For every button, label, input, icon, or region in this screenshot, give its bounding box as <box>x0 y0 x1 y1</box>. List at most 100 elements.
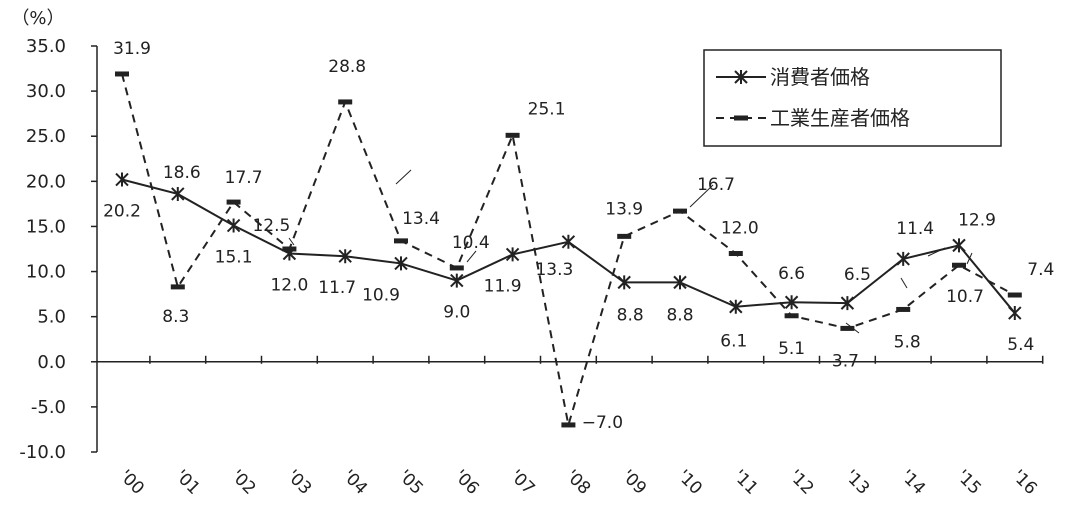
x-tick-label: '12 <box>785 466 818 499</box>
x-tick-label: '16 <box>1008 466 1041 499</box>
y-tick-label: 35.0 <box>26 36 66 57</box>
x-tick-label: '11 <box>729 466 762 499</box>
leader-line <box>900 277 908 289</box>
consumer-price-marker <box>1008 306 1022 321</box>
producer-price-data-label: 13.9 <box>605 199 643 219</box>
consumer-price-data-label: 13.3 <box>535 260 573 280</box>
producer-price-marker <box>226 199 241 205</box>
consumer-price-data-label: 8.8 <box>666 305 693 325</box>
consumer-price-marker <box>394 256 408 271</box>
consumer-price-data-label: 11.9 <box>484 276 522 296</box>
producer-price-marker <box>170 284 185 290</box>
x-tick-label: '10 <box>673 466 706 499</box>
producer-price-data-label: 31.9 <box>113 39 151 59</box>
legend-label-producer-price: 工業生産者価格 <box>770 106 910 130</box>
x-tick-label: '08 <box>562 466 595 499</box>
producer-price-data-label: 7.4 <box>1027 260 1054 280</box>
y-tick-label: -10.0 <box>19 442 66 463</box>
producer-price-data-label: 28.8 <box>328 57 366 77</box>
x-tick-label: '01 <box>171 466 204 499</box>
leader-line <box>966 252 973 265</box>
producer-price-data-label: 5.8 <box>894 332 921 352</box>
series-line-producer-price <box>121 73 1016 426</box>
consumer-price-marker <box>729 299 743 314</box>
leader-line <box>689 184 714 208</box>
y-tick-label: 20.0 <box>26 171 66 192</box>
producer-price-marker <box>561 422 576 428</box>
producer-price-data-label: 3.7 <box>832 351 859 371</box>
y-tick-label: 5.0 <box>37 307 66 328</box>
consumer-price-data-label: 5.4 <box>1007 335 1034 355</box>
producer-price-data-label: 10.7 <box>946 287 984 307</box>
consumer-price-marker <box>896 251 910 266</box>
consumer-price-data-label: 10.9 <box>362 285 400 305</box>
leader-line <box>845 322 860 334</box>
consumer-price-marker <box>115 172 129 187</box>
x-tick-label: '05 <box>394 466 427 499</box>
producer-price-data-label: 8.3 <box>162 307 189 327</box>
producer-price-data-label: 13.4 <box>402 209 440 229</box>
consumer-price-data-label: 6.1 <box>720 332 747 352</box>
y-tick-label: 10.0 <box>26 262 66 283</box>
consumer-price-marker <box>282 246 297 261</box>
consumer-price-marker <box>784 295 799 310</box>
x-tick-label: '06 <box>450 466 483 499</box>
producer-price-data-label: 5.1 <box>778 339 805 359</box>
x-tick-label: '15 <box>952 466 985 499</box>
x-tick-label: '03 <box>283 466 316 499</box>
producer-price-marker <box>952 262 966 268</box>
x-tick-label: '02 <box>227 466 260 499</box>
consumer-price-data-label: 6.6 <box>778 264 805 284</box>
producer-price-marker <box>784 313 799 319</box>
consumer-price-marker <box>505 247 520 262</box>
x-tick-label: '14 <box>896 466 929 499</box>
legend-marker-producer-price <box>734 115 748 121</box>
x-tick-label: '09 <box>617 466 650 499</box>
x-tick-label: '00 <box>115 466 148 499</box>
y-tick-label: 0.0 <box>37 352 66 373</box>
producer-price-data-label: 16.7 <box>697 175 735 195</box>
producer-price-marker <box>728 251 743 257</box>
consumer-price-data-label: 20.2 <box>103 202 141 222</box>
producer-price-marker <box>449 265 464 271</box>
consumer-price-marker <box>617 275 631 290</box>
leader-line <box>288 237 295 246</box>
producer-price-marker <box>394 238 408 244</box>
producer-price-data-label: 10.4 <box>452 233 490 253</box>
legend-label-consumer-price: 消費者価格 <box>770 65 870 89</box>
producer-price-marker <box>338 99 353 105</box>
y-tick-label: 25.0 <box>26 126 66 147</box>
producer-price-data-label: 12.0 <box>721 219 759 239</box>
producer-price-marker <box>840 325 855 331</box>
leader-line <box>466 250 477 263</box>
producer-price-data-label: 12.5 <box>252 216 290 236</box>
consumer-price-marker <box>171 186 185 201</box>
y-tick-label: 30.0 <box>26 81 66 102</box>
y-tick-label: -5.0 <box>31 397 66 418</box>
producer-price-data-label: −7.0 <box>582 413 623 433</box>
producer-price-data-label: 25.1 <box>528 99 566 119</box>
consumer-price-marker <box>840 296 855 311</box>
consumer-price-data-label: 6.5 <box>844 265 871 285</box>
producer-price-marker <box>1007 292 1022 298</box>
consumer-price-marker <box>673 275 687 290</box>
consumer-price-data-label: 12.0 <box>270 276 308 296</box>
producer-price-data-label: 17.7 <box>225 168 263 188</box>
y-axis-unit-label: （%） <box>11 8 64 29</box>
leader-line <box>395 169 412 185</box>
consumer-price-marker <box>338 249 352 264</box>
consumer-price-data-label: 8.8 <box>617 305 644 325</box>
legend-box <box>703 49 1002 147</box>
legend-marker-consumer-price <box>734 70 748 84</box>
producer-price-marker <box>673 208 687 214</box>
x-tick-label: '04 <box>338 466 371 499</box>
consumer-price-data-label: 12.9 <box>958 210 996 230</box>
y-tick-label: 15.0 <box>26 216 66 237</box>
consumer-price-marker <box>226 218 241 233</box>
consumer-price-data-label: 18.6 <box>163 163 201 183</box>
consumer-price-data-label: 11.7 <box>318 278 356 298</box>
x-tick-label: '13 <box>841 466 874 499</box>
leader-line <box>927 247 946 257</box>
